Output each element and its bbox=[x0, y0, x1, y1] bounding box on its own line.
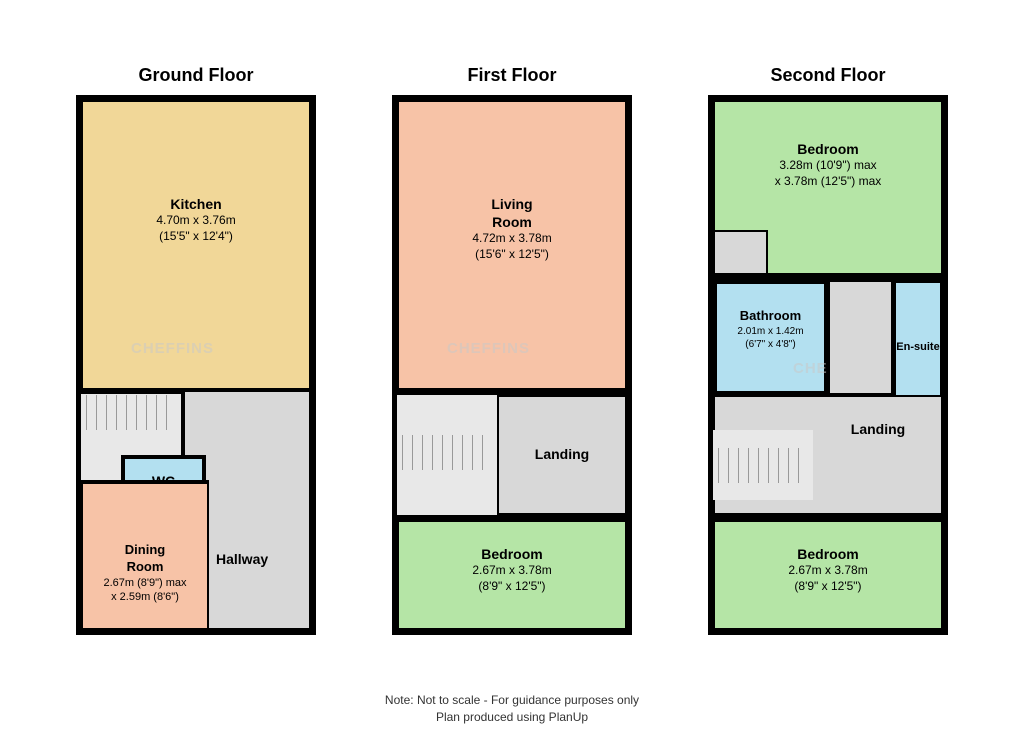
bathroom-label: Bathroom 2.01m x 1.42m (6'7" x 4'8") bbox=[713, 308, 828, 351]
first-floor-title: First Floor bbox=[392, 65, 632, 86]
first-stairs-lines bbox=[402, 435, 492, 470]
kitchen-name: Kitchen bbox=[81, 195, 311, 213]
second-landing-name: Landing bbox=[823, 420, 933, 438]
second-bedroom-top-name: Bedroom bbox=[713, 140, 943, 158]
second-stairs bbox=[713, 430, 813, 500]
hallway-label: Hallway bbox=[216, 550, 268, 568]
dining-name1: Dining bbox=[81, 542, 209, 559]
kitchen-label: Kitchen 4.70m x 3.76m (15'5" x 12'4") bbox=[81, 195, 311, 244]
landing-name: Landing bbox=[497, 445, 627, 463]
second-stairs-lines bbox=[718, 448, 808, 483]
first-stairs bbox=[397, 395, 497, 515]
second-bedroom-top-dim2: x 3.78m (12'5") max bbox=[713, 174, 943, 190]
second-bedroom-bottom-dim2: (8'9" x 12'5") bbox=[713, 579, 943, 595]
living-label: Living Room 4.72m x 3.78m (15'6" x 12'5"… bbox=[397, 195, 627, 263]
ground-floor-title: Ground Floor bbox=[76, 65, 316, 86]
watermark-first: CHEFFINS bbox=[447, 340, 530, 357]
living-name1: Living bbox=[397, 195, 627, 213]
footer-line2: Plan produced using PlanUp bbox=[0, 709, 1024, 726]
stairs-lines bbox=[86, 395, 176, 430]
dining-name2: Room bbox=[81, 559, 209, 576]
second-bedroom-bottom-name: Bedroom bbox=[713, 545, 943, 563]
kitchen-dim2: (15'5" x 12'4") bbox=[81, 229, 311, 245]
ensuite-name: En-suite bbox=[891, 340, 945, 354]
living-dim1: 4.72m x 3.78m bbox=[397, 231, 627, 247]
first-bedroom-dim2: (8'9" x 12'5") bbox=[397, 579, 627, 595]
gap-room bbox=[828, 280, 893, 395]
first-bedroom-label: Bedroom 2.67m x 3.78m (8'9" x 12'5") bbox=[397, 545, 627, 594]
living-name2: Room bbox=[397, 213, 627, 231]
ground-floor-plan: Kitchen 4.70m x 3.76m (15'5" x 12'4") CH… bbox=[76, 95, 316, 635]
bathroom-dim2: (6'7" x 4'8") bbox=[713, 338, 828, 351]
footer-line1: Note: Not to scale - For guidance purpos… bbox=[0, 692, 1024, 709]
wall-1 bbox=[81, 390, 181, 394]
bathroom-name: Bathroom bbox=[713, 308, 828, 325]
first-bedroom-name: Bedroom bbox=[397, 545, 627, 563]
footer-note: Note: Not to scale - For guidance purpos… bbox=[0, 692, 1024, 726]
watermark-ground: CHEFFINS bbox=[131, 340, 214, 357]
landing-label: Landing bbox=[497, 445, 627, 463]
second-bedroom-bottom-label: Bedroom 2.67m x 3.78m (8'9" x 12'5") bbox=[713, 545, 943, 594]
bathroom-dim1: 2.01m x 1.42m bbox=[713, 325, 828, 338]
kitchen-dim1: 4.70m x 3.76m bbox=[81, 213, 311, 229]
second-landing-label: Landing bbox=[823, 420, 933, 438]
living-dim2: (15'6" x 12'5") bbox=[397, 247, 627, 263]
dining-label: Dining Room 2.67m (8'9") max x 2.59m (8'… bbox=[81, 542, 209, 604]
dining-dim2: x 2.59m (8'6") bbox=[81, 590, 209, 604]
first-bedroom-dim1: 2.67m x 3.78m bbox=[397, 563, 627, 579]
ensuite-label: En-suite bbox=[891, 340, 945, 354]
hallway-name: Hallway bbox=[216, 550, 268, 568]
first-floor-plan: Living Room 4.72m x 3.78m (15'6" x 12'5"… bbox=[392, 95, 632, 635]
second-bedroom-top-label: Bedroom 3.28m (10'9") max x 3.78m (12'5"… bbox=[713, 140, 943, 189]
second-floor-plan: Bedroom 3.28m (10'9") max x 3.78m (12'5"… bbox=[708, 95, 948, 635]
second-bedroom-top-dim1: 3.28m (10'9") max bbox=[713, 158, 943, 174]
second-bedroom-bottom-dim1: 2.67m x 3.78m bbox=[713, 563, 943, 579]
dining-dim1: 2.67m (8'9") max bbox=[81, 576, 209, 590]
closet-area bbox=[713, 230, 768, 275]
second-floor-title: Second Floor bbox=[708, 65, 948, 86]
